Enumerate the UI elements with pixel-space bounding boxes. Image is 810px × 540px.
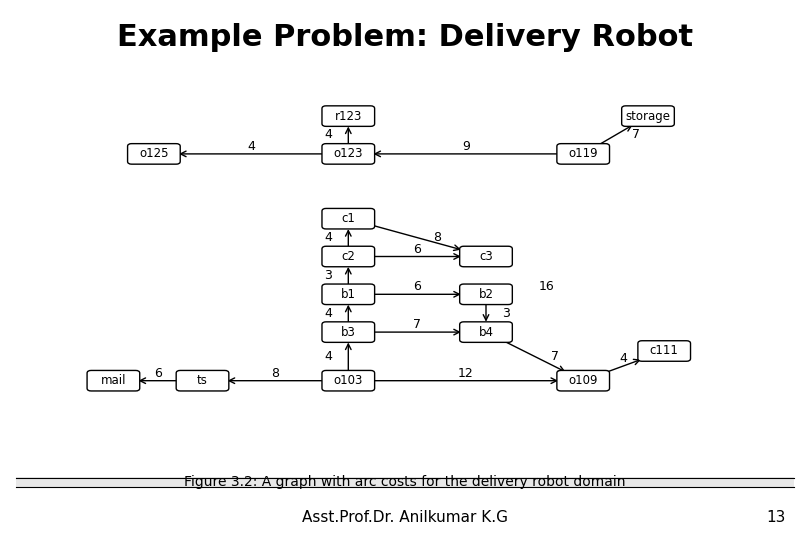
Text: 4: 4 bbox=[324, 307, 332, 320]
Text: 6: 6 bbox=[154, 367, 162, 380]
Text: 4: 4 bbox=[247, 140, 255, 153]
Text: mail: mail bbox=[100, 374, 126, 387]
Text: o109: o109 bbox=[569, 374, 598, 387]
Text: o119: o119 bbox=[569, 147, 598, 160]
Text: o125: o125 bbox=[139, 147, 168, 160]
Text: b2: b2 bbox=[479, 288, 493, 301]
Text: 8: 8 bbox=[433, 231, 441, 244]
Text: 7: 7 bbox=[632, 129, 640, 141]
FancyBboxPatch shape bbox=[557, 370, 609, 391]
Text: o103: o103 bbox=[334, 374, 363, 387]
Text: ts: ts bbox=[197, 374, 208, 387]
Text: 13: 13 bbox=[766, 510, 786, 525]
Text: 8: 8 bbox=[271, 367, 279, 380]
Text: c2: c2 bbox=[341, 250, 356, 263]
FancyBboxPatch shape bbox=[322, 106, 374, 126]
FancyBboxPatch shape bbox=[322, 322, 374, 342]
FancyBboxPatch shape bbox=[177, 370, 228, 391]
FancyBboxPatch shape bbox=[622, 106, 674, 126]
Text: 6: 6 bbox=[413, 280, 421, 293]
FancyBboxPatch shape bbox=[638, 341, 690, 361]
Text: 4: 4 bbox=[324, 231, 332, 244]
FancyBboxPatch shape bbox=[557, 144, 609, 164]
Text: Asst.Prof.Dr. Anilkumar K.G: Asst.Prof.Dr. Anilkumar K.G bbox=[302, 510, 508, 525]
Text: b3: b3 bbox=[341, 326, 356, 339]
Text: 4: 4 bbox=[324, 129, 332, 141]
FancyBboxPatch shape bbox=[460, 246, 513, 267]
Text: 16: 16 bbox=[539, 280, 555, 293]
Text: 6: 6 bbox=[413, 242, 421, 255]
FancyBboxPatch shape bbox=[322, 144, 374, 164]
Text: c3: c3 bbox=[480, 250, 492, 263]
Text: 4: 4 bbox=[620, 352, 628, 365]
FancyBboxPatch shape bbox=[322, 370, 374, 391]
FancyBboxPatch shape bbox=[322, 208, 374, 229]
Text: 7: 7 bbox=[551, 350, 559, 363]
Text: 7: 7 bbox=[413, 318, 421, 331]
Text: 9: 9 bbox=[462, 140, 470, 153]
FancyBboxPatch shape bbox=[460, 284, 513, 305]
Text: 12: 12 bbox=[458, 367, 474, 380]
Text: c1: c1 bbox=[341, 212, 356, 225]
Text: 3: 3 bbox=[502, 307, 510, 320]
FancyBboxPatch shape bbox=[460, 322, 513, 342]
Text: storage: storage bbox=[625, 110, 671, 123]
FancyBboxPatch shape bbox=[16, 477, 794, 487]
FancyBboxPatch shape bbox=[128, 144, 180, 164]
Text: 3: 3 bbox=[324, 269, 332, 282]
Text: Figure 3.2: A graph with arc costs for the delivery robot domain: Figure 3.2: A graph with arc costs for t… bbox=[184, 475, 626, 489]
Text: 4: 4 bbox=[324, 350, 332, 363]
Text: o123: o123 bbox=[334, 147, 363, 160]
Text: b4: b4 bbox=[479, 326, 493, 339]
Text: c111: c111 bbox=[650, 345, 679, 357]
FancyBboxPatch shape bbox=[322, 284, 374, 305]
Text: r123: r123 bbox=[335, 110, 362, 123]
Text: Example Problem: Delivery Robot: Example Problem: Delivery Robot bbox=[117, 23, 693, 52]
Text: b1: b1 bbox=[341, 288, 356, 301]
FancyBboxPatch shape bbox=[322, 246, 374, 267]
FancyBboxPatch shape bbox=[87, 370, 140, 391]
